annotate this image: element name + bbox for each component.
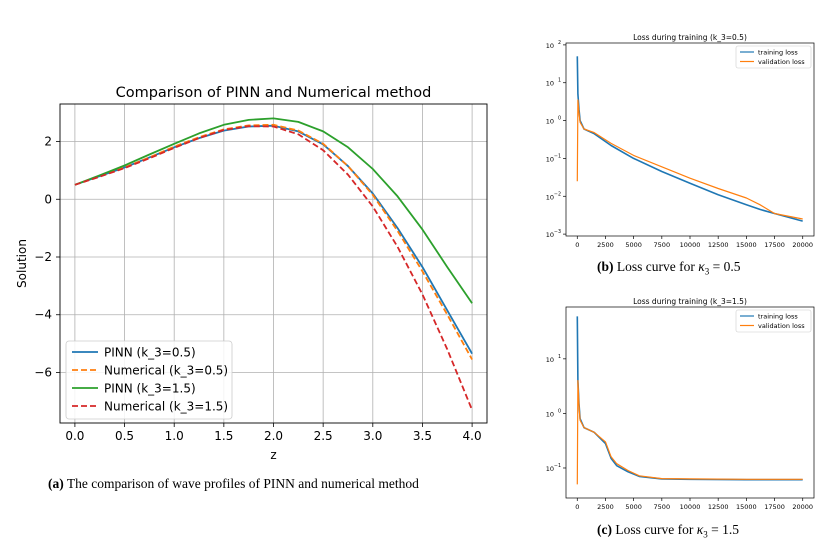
a-xtick-label: 1.5 [214, 429, 233, 443]
b-ytick-label: 10 [546, 231, 554, 239]
caption-b-kappa: κ [698, 259, 705, 274]
caption-c-kappa: κ [696, 522, 704, 537]
b-plot-frame [565, 42, 815, 237]
c-ytick-label: 10 [546, 465, 554, 473]
b-ytick-label: 10 [546, 193, 554, 201]
caption-c: (c) Loss curve for κ3 = 1.5 [597, 522, 739, 540]
b-xtick-label: 0 [575, 241, 579, 249]
a-legend-label-1: Numerical (k_3=0.5) [104, 364, 228, 378]
b-series-line-0 [576, 56, 803, 222]
caption-b-text: Loss curve for [616, 259, 699, 274]
b-ytick-exponent: −1 [554, 153, 561, 159]
a-xtick-label: 2.5 [314, 429, 333, 443]
caption-c-label: (c) [597, 522, 612, 537]
c-xtick-label: 2500 [597, 503, 614, 511]
a-ytick-label: 0 [44, 192, 52, 206]
b-xtick-label: 12500 [708, 241, 729, 249]
caption-b-sub: 3 [704, 266, 710, 277]
a-legend-box [65, 340, 233, 420]
c-legend-box [735, 309, 812, 333]
a-xtick-label: 0.5 [115, 429, 134, 443]
c-ytick-label: 10 [546, 356, 554, 364]
c-xtick-label: 12500 [708, 503, 729, 511]
a-series-line-1 [74, 123, 473, 360]
a-xtick-label: 4.0 [463, 429, 482, 443]
b-legend-label-0: training loss [758, 49, 798, 57]
a-legend-label-2: PINN (k_3=1.5) [104, 382, 196, 396]
a-ytick-label: −4 [34, 308, 52, 322]
c-xtick-label: 17500 [764, 503, 785, 511]
chart-b-loss-k3-0-5: 0 2500 5000 7500 10000 12500 15000 17500 2000010… [546, 33, 815, 249]
c-series-line-1 [576, 379, 803, 485]
c-xtick-label: 0 [575, 503, 579, 511]
c-ytick-exponent: 0 [558, 408, 561, 414]
b-xtick-label: 15000 [736, 241, 757, 249]
a-xlabel: z [270, 448, 276, 462]
b-legend-box [735, 45, 812, 69]
c-ytick-label: 10 [546, 410, 554, 418]
a-ylabel: Solution [15, 239, 29, 288]
b-ytick-label: 10 [546, 80, 554, 88]
a-legend-label-3: Numerical (k_3=1.5) [104, 400, 228, 414]
b-ytick-exponent: 0 [558, 116, 561, 122]
c-ytick-exponent: −1 [554, 463, 561, 469]
b-ytick-exponent: 1 [558, 78, 561, 84]
b-ytick-exponent: −3 [554, 229, 561, 235]
a-ytick-label: −2 [34, 250, 52, 264]
a-ytick-label: −6 [34, 365, 52, 379]
chart-c-loss-k3-1-5: 0 2500 5000 7500 10000 12500 15000 17500 2000010… [546, 297, 815, 511]
b-legend-label-1: validation loss [758, 58, 805, 66]
a-xtick-label: 0.0 [65, 429, 84, 443]
c-xtick-label: 7500 [654, 503, 671, 511]
c-xtick-label: 5000 [625, 503, 642, 511]
b-ytick-exponent: −2 [554, 191, 561, 197]
a-xtick-label: 1.0 [165, 429, 184, 443]
caption-a: (a) The comparison of wave profiles of P… [48, 476, 419, 492]
caption-a-text: The comparison of wave profiles of PINN … [66, 476, 419, 491]
a-series-line-2 [74, 117, 473, 304]
b-title: Loss during training (k_3=0.5) [633, 33, 747, 42]
b-ytick-label: 10 [546, 42, 554, 50]
a-title: Comparison of PINN and Numerical method [116, 85, 432, 101]
b-xtick-label: 7500 [654, 241, 671, 249]
b-xtick-label: 5000 [625, 241, 642, 249]
a-ytick-label: 2 [44, 135, 52, 149]
b-xtick-label: 2500 [597, 241, 614, 249]
c-ytick-exponent: 1 [558, 354, 561, 360]
c-title: Loss during training (k_3=1.5) [633, 297, 747, 306]
a-xtick-label: 2.0 [264, 429, 283, 443]
b-series-line-1 [576, 99, 803, 220]
b-ytick-label: 10 [546, 118, 554, 126]
b-xtick-label: 17500 [764, 241, 785, 249]
a-xtick-label: 3.0 [363, 429, 382, 443]
c-legend-label-0: training loss [758, 313, 798, 321]
b-ytick-label: 10 [546, 155, 554, 163]
caption-a-label: (a) [48, 476, 64, 491]
b-ytick-exponent: 2 [558, 40, 561, 46]
c-xtick-label: 15000 [736, 503, 757, 511]
c-legend-label-1: validation loss [758, 322, 805, 330]
b-xtick-label: 10000 [680, 241, 701, 249]
b-xtick-label: 20000 [792, 241, 813, 249]
c-plot-frame [565, 306, 815, 499]
caption-c-sub: 3 [703, 529, 708, 540]
caption-b: (b) Loss curve for κ3 = 0.5 [597, 259, 740, 277]
chart-a-comparison: 0.0 0.5 1.0 1.5 2.0 2.5 3.0 3.5 4.0 2 0 −2 −4 −6 Compa… [15, 85, 488, 462]
caption-b-value: = 0.5 [709, 259, 741, 274]
a-legend-label-0: PINN (k_3=0.5) [104, 346, 196, 360]
caption-c-value: = 1.5 [707, 522, 739, 537]
caption-c-text: Loss curve for [615, 522, 697, 537]
a-plot-frame [59, 103, 488, 424]
c-xtick-label: 20000 [792, 503, 813, 511]
a-xtick-label: 3.5 [413, 429, 432, 443]
a-series-line-3 [74, 125, 473, 411]
c-xtick-label: 10000 [680, 503, 701, 511]
caption-b-label: (b) [597, 259, 614, 274]
